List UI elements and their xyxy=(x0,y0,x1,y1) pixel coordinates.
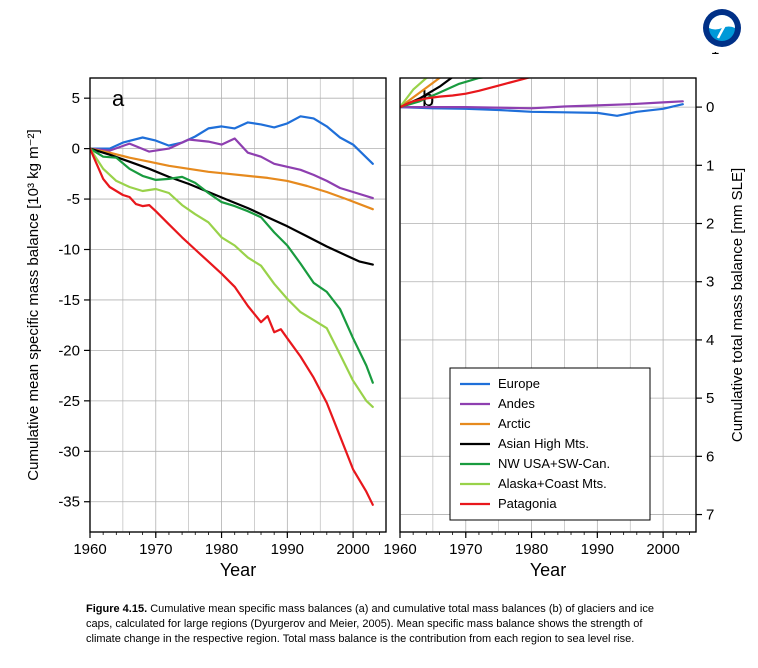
svg-text:5: 5 xyxy=(72,90,80,107)
svg-text:Arctic: Arctic xyxy=(498,416,531,431)
svg-text:Alaska+Coast Mts.: Alaska+Coast Mts. xyxy=(498,476,607,491)
noaa-logo xyxy=(702,8,742,53)
svg-text:NW USA+SW-Can.: NW USA+SW-Can. xyxy=(498,456,610,471)
svg-text:Asian High Mts.: Asian High Mts. xyxy=(498,436,589,451)
svg-text:0: 0 xyxy=(72,141,80,158)
svg-text:a: a xyxy=(112,86,125,111)
svg-text:3: 3 xyxy=(706,274,714,291)
svg-text:4: 4 xyxy=(706,332,714,349)
svg-text:1990: 1990 xyxy=(271,541,304,558)
svg-text:Europe: Europe xyxy=(498,376,540,391)
svg-text:-1: -1 xyxy=(706,52,719,58)
svg-text:Patagonia: Patagonia xyxy=(498,496,557,511)
svg-text:-35: -35 xyxy=(58,494,80,511)
svg-text:Cumulative mean specific mass: Cumulative mean specific mass balance [1… xyxy=(25,129,42,480)
chart-area: 19601970198019902000Year50-5-10-15-20-25… xyxy=(0,52,758,588)
figure-caption: Figure 4.15. Cumulative mean specific ma… xyxy=(86,602,676,647)
svg-text:1970: 1970 xyxy=(449,541,482,558)
svg-text:Cumulative total mass balance: Cumulative total mass balance [mm SLE] xyxy=(729,168,746,442)
svg-text:2000: 2000 xyxy=(646,541,679,558)
svg-text:-5: -5 xyxy=(67,191,80,208)
caption-text: Cumulative mean specific mass balances (… xyxy=(86,603,654,645)
svg-text:1970: 1970 xyxy=(139,541,172,558)
svg-text:1960: 1960 xyxy=(383,541,416,558)
caption-bold: Figure 4.15. xyxy=(86,603,147,615)
svg-text:-10: -10 xyxy=(58,242,80,259)
svg-text:2000: 2000 xyxy=(336,541,369,558)
svg-text:Andes: Andes xyxy=(498,396,535,411)
svg-text:5: 5 xyxy=(706,390,714,407)
svg-text:Year: Year xyxy=(220,560,256,580)
svg-text:1980: 1980 xyxy=(515,541,548,558)
svg-text:1960: 1960 xyxy=(73,541,106,558)
svg-text:-15: -15 xyxy=(58,292,80,309)
svg-text:6: 6 xyxy=(706,448,714,465)
svg-text:Year: Year xyxy=(530,560,566,580)
svg-text:-30: -30 xyxy=(58,443,80,460)
svg-text:0: 0 xyxy=(706,99,714,116)
svg-text:1980: 1980 xyxy=(205,541,238,558)
svg-text:2: 2 xyxy=(706,216,714,233)
svg-text:7: 7 xyxy=(706,507,714,524)
svg-text:-25: -25 xyxy=(58,393,80,410)
svg-text:1: 1 xyxy=(706,157,714,174)
svg-text:-20: -20 xyxy=(58,342,80,359)
svg-text:1990: 1990 xyxy=(581,541,614,558)
